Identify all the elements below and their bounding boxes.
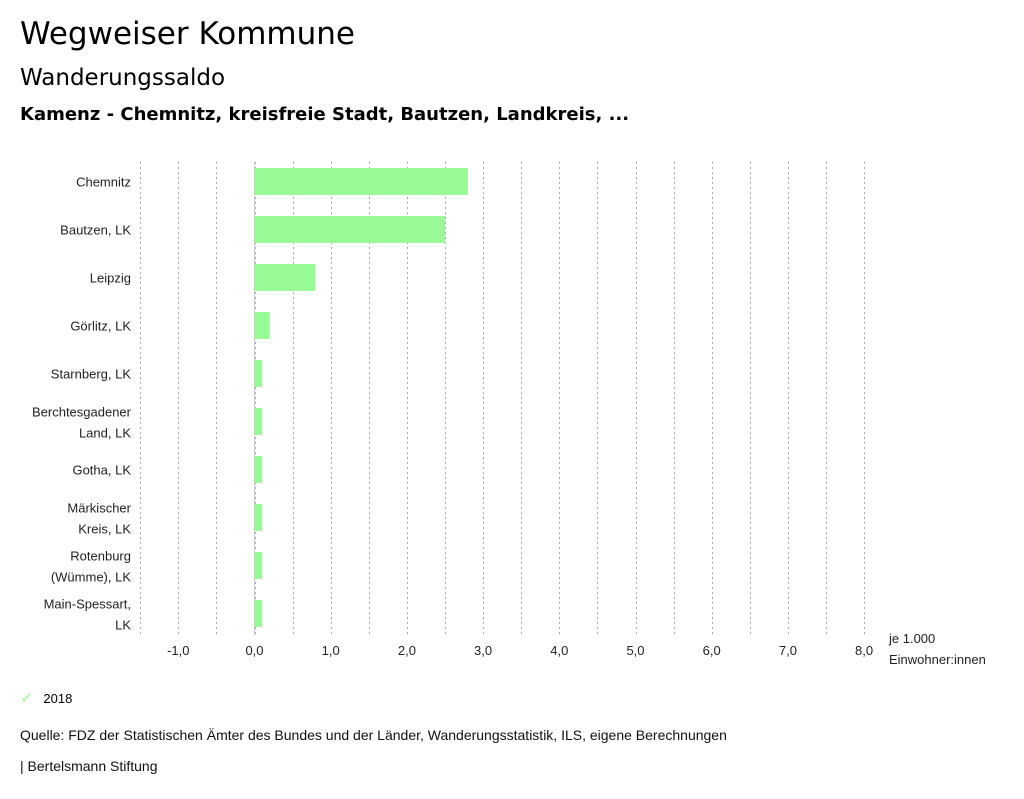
x-tick-label: 7,0 [779, 643, 797, 658]
bar [254, 408, 263, 435]
y-category-label: Land, LK [79, 426, 131, 441]
y-category-label: Rotenburg [70, 549, 131, 564]
y-category-label: Märkischer [67, 501, 131, 516]
x-tick-label: 5,0 [626, 643, 644, 658]
y-category-label: Gotha, LK [72, 463, 131, 478]
y-category-label: Berchtesgadener [32, 405, 132, 420]
source-note: Quelle: FDZ der Statistischen Ämter des … [20, 727, 727, 743]
page-title: Wegweiser Kommune [20, 16, 355, 52]
y-category-label: (Wümme), LK [51, 570, 132, 585]
bar [254, 312, 270, 339]
x-tick-label: 8,0 [855, 643, 873, 658]
y-category-label: Leipzig [90, 271, 131, 286]
y-category-label: Main-Spessart, [44, 597, 131, 612]
x-tick-label: 2,0 [398, 643, 416, 658]
x-tick-label: -1,0 [167, 643, 189, 658]
legend-label: 2018 [43, 690, 73, 706]
footer-credit: | Bertelsmann Stiftung [20, 758, 158, 774]
y-category-label: LK [115, 618, 131, 633]
x-tick-label: 0,0 [245, 643, 263, 658]
x-tick-label: 1,0 [322, 643, 340, 658]
x-axis-unit-label: Einwohner:innen [889, 652, 986, 667]
bar [254, 504, 263, 531]
bar [254, 360, 263, 387]
bar [254, 456, 263, 483]
region-heading: Kamenz - Chemnitz, kreisfreie Stadt, Bau… [20, 104, 630, 125]
x-axis-unit-label: je 1.000 [888, 631, 935, 646]
chart-subtitle: Wanderungssaldo [20, 65, 226, 91]
x-tick-label: 6,0 [703, 643, 721, 658]
bar [254, 216, 445, 243]
y-category-label: Starnberg, LK [51, 367, 132, 382]
y-category-label: Kreis, LK [78, 522, 131, 537]
bar-chart: -1,0 0,0 1,0 2,0 3,0 4,0 5,0 6,0 7,0 8,0 je 1.000 E… [32, 162, 986, 667]
legend[interactable]: ✓ 2018 [20, 688, 72, 708]
check-icon: ✓ [20, 690, 34, 707]
x-tick-label: 4,0 [550, 643, 568, 658]
y-category-label: Görlitz, LK [70, 319, 131, 334]
x-tick-label: 3,0 [474, 643, 492, 658]
bar [254, 168, 468, 195]
y-category-label: Chemnitz [76, 175, 131, 190]
bar [254, 264, 316, 291]
bar [254, 552, 263, 579]
bar [254, 600, 263, 627]
y-category-label: Bautzen, LK [60, 223, 131, 238]
